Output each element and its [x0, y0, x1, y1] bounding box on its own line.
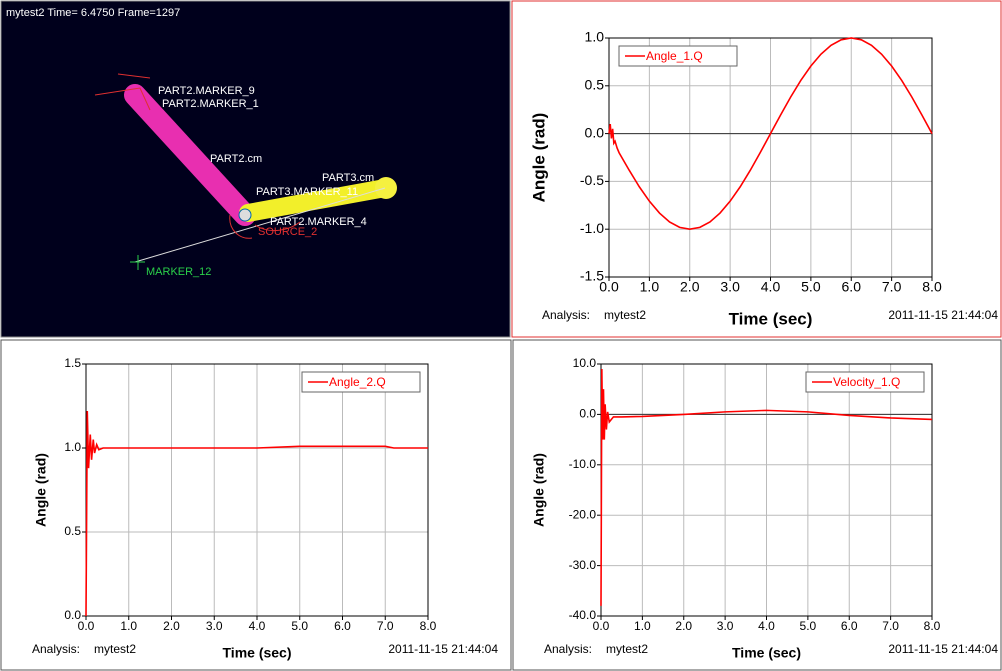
- x-tick-label: 8.0: [924, 619, 941, 633]
- part3-ball: [375, 177, 397, 199]
- x-tick-label: 1.0: [640, 279, 660, 295]
- x-axis-label: Time (sec): [223, 645, 292, 661]
- x-tick-label: 7.0: [882, 279, 902, 295]
- y-tick-label: -40.0: [569, 608, 597, 622]
- x-tick-label: 2.0: [163, 619, 180, 633]
- viewport: mytest2 Time= 6.4750 Frame=1297 PART2.MA…: [1, 1, 510, 337]
- y-tick-label: -1.5: [580, 268, 604, 284]
- x-tick-label: 5.0: [801, 279, 821, 295]
- x-tick-label: 7.0: [882, 619, 899, 633]
- x-tick-label: 6.0: [841, 619, 858, 633]
- x-tick-label: 1.0: [634, 619, 651, 633]
- x-tick-label: 7.0: [377, 619, 394, 633]
- x-tick-label: 3.0: [206, 619, 223, 633]
- y-axis-label: Angle (rad): [33, 453, 49, 527]
- label: SOURCE_2: [258, 226, 317, 238]
- analysis-label: Analysis:: [542, 308, 590, 322]
- y-tick-label: -1.0: [580, 220, 604, 236]
- label: PART2.MARKER_9: [158, 85, 255, 97]
- x-tick-label: 3.0: [720, 279, 740, 295]
- joint: [239, 209, 251, 221]
- x-tick-label: 3.0: [717, 619, 734, 633]
- y-tick-label: -10.0: [569, 457, 597, 471]
- screen: mytest2 Time= 6.4750 Frame=1297 PART2.MA…: [0, 0, 1002, 671]
- x-tick-label: 8.0: [922, 279, 942, 295]
- analysis-name: mytest2: [94, 642, 136, 656]
- label: PART2.cm: [210, 153, 262, 165]
- y-tick-label: 1.5: [64, 356, 81, 370]
- label: PART3.cm: [322, 172, 374, 184]
- timestamp: 2011-11-15 21:44:04: [388, 642, 498, 656]
- x-tick-label: 5.0: [291, 619, 308, 633]
- y-tick-label: 0.5: [64, 524, 81, 538]
- timestamp: 2011-11-15 21:44:04: [888, 642, 998, 656]
- x-tick-label: 4.0: [761, 279, 781, 295]
- label: MARKER_12: [146, 266, 211, 278]
- y-tick-label: 0.5: [585, 77, 605, 93]
- y-tick-label: -0.5: [580, 172, 604, 188]
- legend-label: Angle_2.Q: [329, 375, 386, 389]
- x-tick-label: 4.0: [758, 619, 775, 633]
- legend: Angle_1.Q: [619, 46, 737, 66]
- y-tick-label: -30.0: [569, 558, 597, 572]
- y-tick-label: 0.0: [579, 407, 596, 421]
- y-axis-label: Angle (rad): [531, 453, 547, 527]
- y-tick-label: -20.0: [569, 507, 597, 521]
- label: PART2.MARKER_1: [162, 98, 259, 110]
- y-tick-label: 0.0: [64, 608, 81, 622]
- legend: Angle_2.Q: [302, 372, 420, 392]
- x-tick-label: 4.0: [249, 619, 266, 633]
- analysis-label: Analysis:: [32, 642, 80, 656]
- x-tick-label: 6.0: [334, 619, 351, 633]
- x-tick-label: 2.0: [675, 619, 692, 633]
- y-tick-label: 0.0: [585, 124, 605, 140]
- timestamp: 2011-11-15 21:44:04: [888, 308, 998, 322]
- x-tick-label: 5.0: [800, 619, 817, 633]
- legend: Velocity_1.Q: [806, 372, 924, 392]
- legend-label: Angle_1.Q: [646, 49, 703, 63]
- x-tick-label: 1.0: [120, 619, 137, 633]
- y-tick-label: 1.0: [64, 440, 81, 454]
- y-tick-label: 10.0: [573, 356, 597, 370]
- x-axis-label: Time (sec): [729, 309, 813, 328]
- x-tick-label: 2.0: [680, 279, 700, 295]
- x-tick-label: 6.0: [842, 279, 862, 295]
- x-axis-label: Time (sec): [732, 645, 801, 661]
- viewport-frame: [1, 1, 510, 337]
- y-axis-label: Angle (rad): [529, 113, 548, 203]
- analysis-name: mytest2: [606, 642, 648, 656]
- label: PART3.MARKER_11: [256, 186, 358, 198]
- analysis-name: mytest2: [604, 308, 646, 322]
- analysis-label: Analysis:: [544, 642, 592, 656]
- viewport-header: mytest2 Time= 6.4750 Frame=1297: [6, 7, 180, 19]
- x-tick-label: 8.0: [420, 619, 437, 633]
- legend-label: Velocity_1.Q: [833, 375, 900, 389]
- y-tick-label: 1.0: [585, 29, 605, 45]
